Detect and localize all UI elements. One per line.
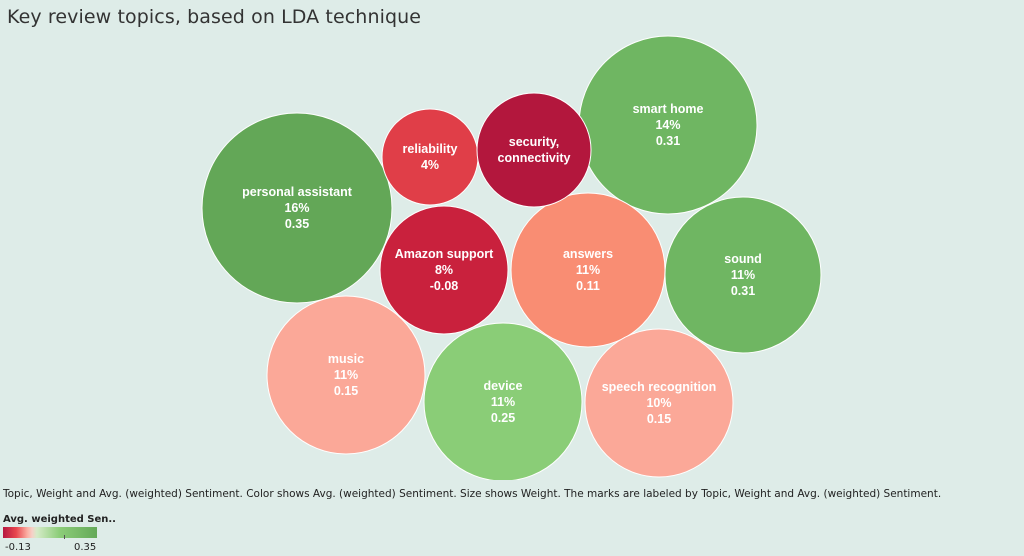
bubble-weight-label: 10%	[646, 396, 671, 410]
bubble-0[interactable]: personal assistant 16% 0.35	[201, 112, 393, 304]
bubble-topic-label: personal assistant	[242, 185, 353, 199]
legend-color-bar	[3, 527, 97, 538]
legend-max-label: 0.35	[74, 542, 97, 553]
bubble-1[interactable]: smart home 14% 0.31	[578, 35, 758, 215]
bubble-weight-label: 16%	[284, 201, 309, 215]
bubble-circle[interactable]	[381, 108, 479, 206]
bubble-9[interactable]: security, connectivity	[476, 92, 592, 208]
bubble-sentiment-label: 0.35	[285, 217, 309, 231]
bubble-topic-label: device	[484, 379, 523, 393]
bubble-8[interactable]: reliability 4%	[381, 108, 479, 206]
bubble-topic-label: smart home	[633, 102, 704, 116]
bubble-chart: personal assistant 16% 0.35 smart home 14% 0.…	[201, 35, 822, 480]
bubble-weight-label: 11%	[731, 268, 755, 282]
bubble-sentiment-label: 0.31	[731, 284, 755, 298]
bubble-weight-label: 14%	[655, 118, 680, 132]
bubble-topic-label: Amazon support	[395, 247, 494, 261]
bubble-6[interactable]: speech recognition 10% 0.15	[584, 328, 734, 478]
bubble-circle[interactable]	[201, 112, 393, 304]
bubble-weight-label: 11%	[576, 263, 600, 277]
bubble-sentiment-label: -0.08	[430, 279, 459, 293]
bubble-weight-label: 11%	[491, 395, 515, 409]
legend-title: Avg. weighted Sen..	[3, 514, 116, 525]
bubble-sentiment-label: 0.15	[334, 384, 358, 398]
bubble-sentiment-label: 0.15	[647, 412, 671, 426]
bubble-circle[interactable]	[584, 328, 734, 478]
bubble-weight-label: 4%	[421, 158, 439, 172]
bubble-topic-label: speech recognition	[602, 380, 717, 394]
bubble-circle[interactable]	[664, 196, 822, 354]
legend-min-label: -0.13	[5, 542, 31, 553]
bubble-circle[interactable]	[266, 295, 426, 455]
bubble-topic-label: connectivity	[498, 151, 571, 165]
bubble-weight-label: 11%	[334, 368, 358, 382]
bubble-topic-label: answers	[563, 247, 613, 261]
bubble-topic-label: reliability	[403, 142, 458, 156]
bubble-circle[interactable]	[423, 322, 583, 480]
bubble-circle[interactable]	[379, 205, 509, 335]
bubble-topic-label: sound	[724, 252, 762, 266]
bubble-2[interactable]: answers 11% 0.11	[510, 192, 666, 348]
bubble-7[interactable]: Amazon support 8% -0.08	[379, 205, 509, 335]
chart-caption: Topic, Weight and Avg. (weighted) Sentim…	[3, 488, 942, 500]
bubble-topic-label: music	[328, 352, 364, 366]
bubble-4[interactable]: music 11% 0.15	[266, 295, 426, 455]
chart-title: Key review topics, based on LDA techniqu…	[7, 6, 422, 28]
bubble-sentiment-label: 0.11	[576, 279, 600, 293]
bubble-sentiment-label: 0.25	[491, 411, 515, 425]
bubble-weight-label: 8%	[435, 263, 453, 277]
bubble-sentiment-label: 0.31	[656, 134, 680, 148]
legend-tick	[64, 535, 65, 539]
bubble-5[interactable]: device 11% 0.25	[423, 322, 583, 480]
bubble-3[interactable]: sound 11% 0.31	[664, 196, 822, 354]
bubble-circle[interactable]	[476, 92, 592, 208]
bubble-topic-label: security,	[509, 135, 560, 149]
